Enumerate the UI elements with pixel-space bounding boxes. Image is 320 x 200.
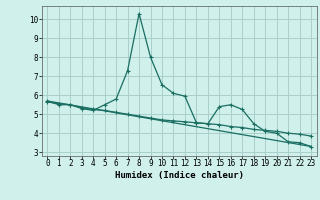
X-axis label: Humidex (Indice chaleur): Humidex (Indice chaleur) <box>115 171 244 180</box>
